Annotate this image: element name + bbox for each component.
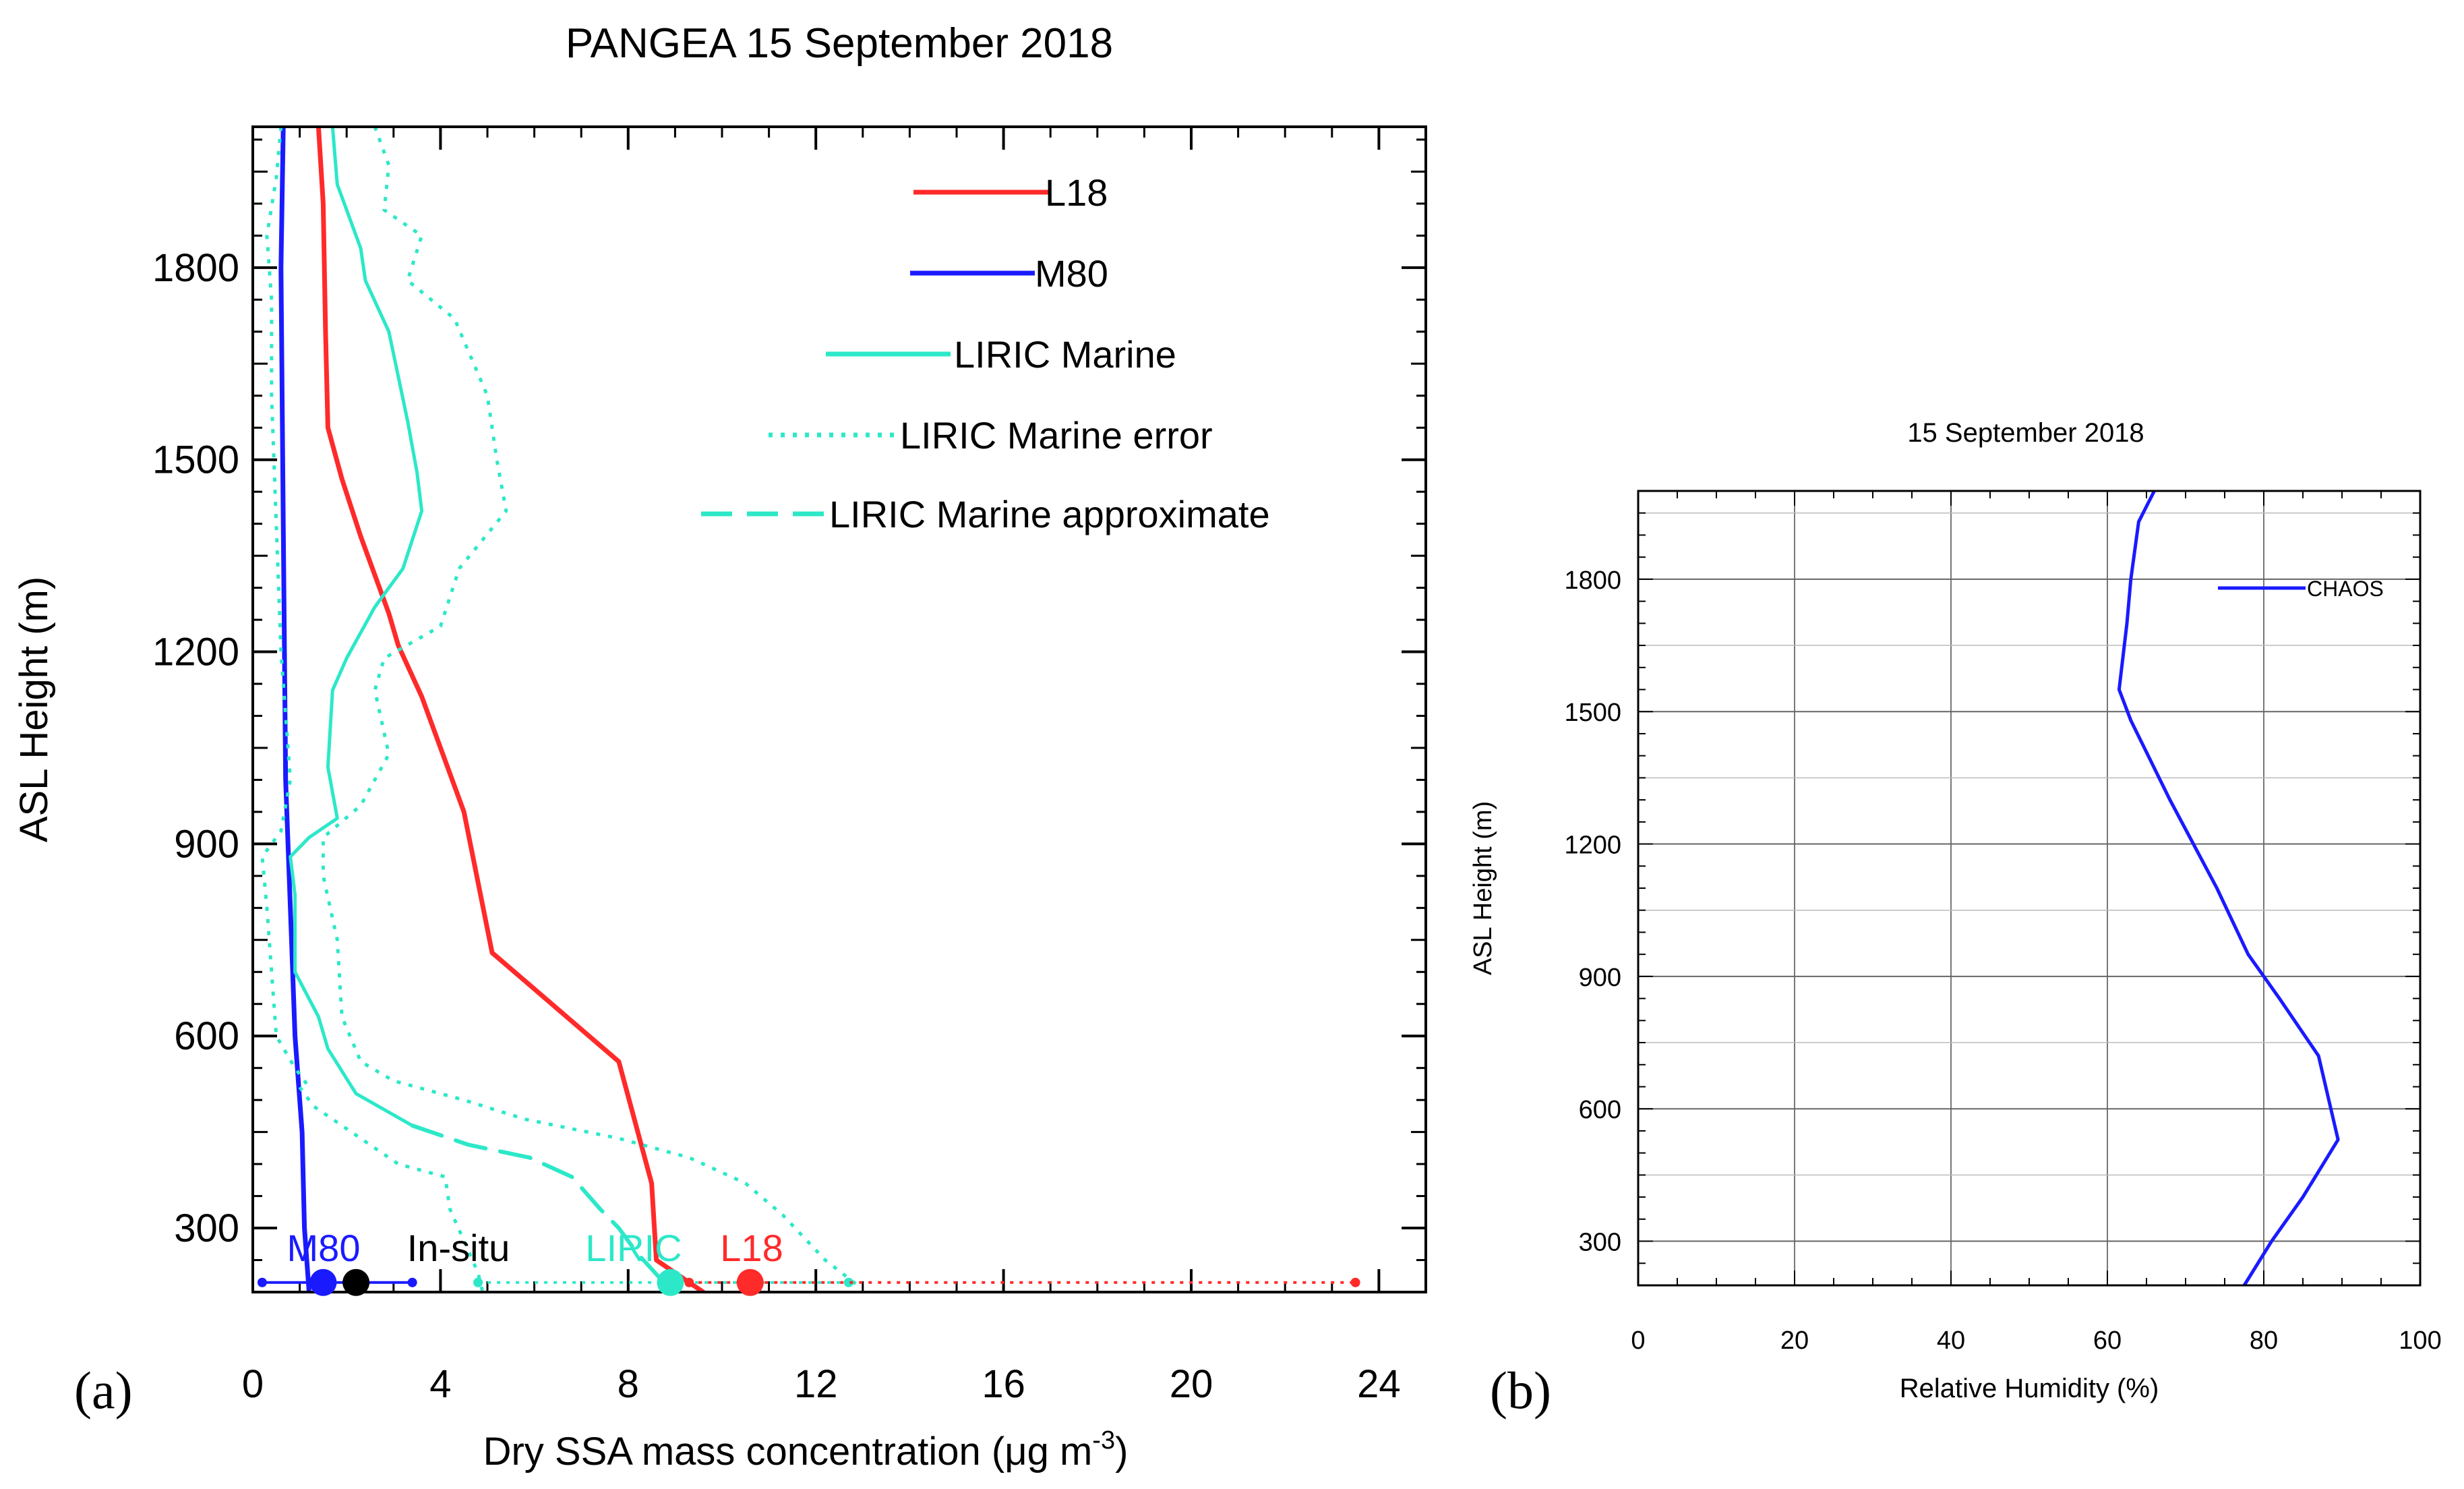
surface-marker-l18: [684, 1277, 1360, 1287]
panel-b-plot-frame: [1637, 490, 2422, 1287]
surface-label-in-situ: In-situ: [407, 1227, 510, 1269]
legend-label: CHAOS: [2307, 577, 2384, 601]
surface-marker-liric: [473, 1277, 853, 1287]
surface-dot-m80: [309, 1268, 337, 1296]
legend-item-chaos: CHAOS: [2218, 577, 2384, 601]
error-bar-cap: [407, 1277, 417, 1287]
x-tick-label: 0: [242, 1362, 264, 1406]
surface-label-l18: L18: [720, 1227, 783, 1269]
legend-label: LIRIC Marine error: [900, 414, 1213, 457]
y-tick-label: 600: [174, 1014, 239, 1058]
series-line-chaos: [2117, 491, 2340, 1285]
surface-label-m80: M80: [287, 1227, 361, 1269]
y-tick-label: 900: [174, 822, 239, 866]
x-tick-label: 80: [2250, 1326, 2278, 1355]
y-tick-label: 300: [1579, 1229, 1621, 1257]
surface-dot-in-situ: [342, 1268, 370, 1296]
error-bar-cap: [1350, 1277, 1360, 1287]
y-tick-label: 1800: [1564, 566, 1621, 595]
panel-b-label: (b): [1490, 1361, 1551, 1420]
legend-label: LIRIC Marine: [954, 333, 1176, 376]
panel-a-x-axis-label: Dry SSA mass concentration (μg m-3): [483, 1426, 1129, 1473]
x-tick-label: 8: [618, 1362, 639, 1406]
x-tick-label: 12: [794, 1362, 838, 1406]
series-line-m80: [278, 127, 311, 1292]
surface-dot-l18: [736, 1268, 764, 1296]
legend-label: LIRIC Marine approximate: [829, 493, 1270, 535]
y-tick-label: 1200: [1564, 831, 1621, 860]
error-bar-cap: [843, 1277, 853, 1287]
panel-b-chart: 15 September 2018 0 20 40 60 80 100 300 600 900 1…: [1469, 418, 2442, 1420]
panel-b-title: 15 September 2018: [1907, 418, 2144, 448]
surface-marker-m80: [257, 1277, 417, 1287]
surface-dot-liric: [657, 1268, 684, 1296]
error-bar-cap: [473, 1277, 483, 1287]
legend-item-liric-marine-error: LIRIC Marine error: [769, 414, 1213, 457]
legend-item-liric-marine: LIRIC Marine: [826, 333, 1176, 376]
legend-item-m80: M80: [910, 252, 1108, 295]
series-line-liric-marine: [289, 127, 424, 1128]
x-tick-label: 24: [1357, 1362, 1401, 1406]
legend-item-liric-marine-approximate: LIRIC Marine approximate: [701, 493, 1270, 535]
x-tick-label: 60: [2093, 1326, 2122, 1355]
x-tick-label: 4: [429, 1362, 451, 1406]
x-tick-label: 16: [982, 1362, 1025, 1406]
legend-item-l18: L18: [913, 171, 1108, 214]
series-line-liric-marine-approximate: [410, 1123, 673, 1288]
y-tick-label: 1500: [152, 438, 239, 482]
legend-label: L18: [1045, 171, 1108, 214]
y-tick-label: 1200: [152, 631, 239, 674]
panel-b-x-axis-label: Relative Humidity (%): [1900, 1374, 2159, 1403]
surface-label-liric: LIRIC: [585, 1227, 682, 1269]
error-bar-cap: [257, 1277, 267, 1287]
y-tick-label: 900: [1579, 964, 1621, 992]
panel-a-title: PANGEA 15 September 2018: [566, 20, 1113, 67]
series-line-liric-marine-error-upper: [321, 127, 860, 1287]
error-bar-cap: [684, 1277, 694, 1287]
x-tick-label: 20: [1780, 1326, 1809, 1355]
y-tick-label: 300: [174, 1206, 239, 1250]
panel-a-y-axis-label: ASL Height (m): [12, 577, 56, 842]
y-tick-label: 1500: [1564, 699, 1621, 727]
x-tick-label: 0: [1631, 1326, 1645, 1355]
panel-a-plot-frame: [251, 125, 1427, 1293]
x-tick-label: 100: [2399, 1326, 2441, 1355]
legend-label: M80: [1035, 252, 1108, 295]
x-tick-label: 20: [1170, 1362, 1213, 1406]
y-tick-label: 1800: [152, 246, 239, 290]
panel-a-chart: PANGEA 15 September 2018 0 4 8 12 16 20 24 300 6…: [12, 20, 1427, 1473]
y-tick-label: 600: [1579, 1096, 1621, 1124]
x-tick-label: 40: [1937, 1326, 1965, 1355]
series-line-l18: [315, 127, 706, 1292]
panel-a-label: (a): [74, 1361, 133, 1420]
panel-b-y-axis-label: ASL Height (m): [1469, 801, 1497, 975]
